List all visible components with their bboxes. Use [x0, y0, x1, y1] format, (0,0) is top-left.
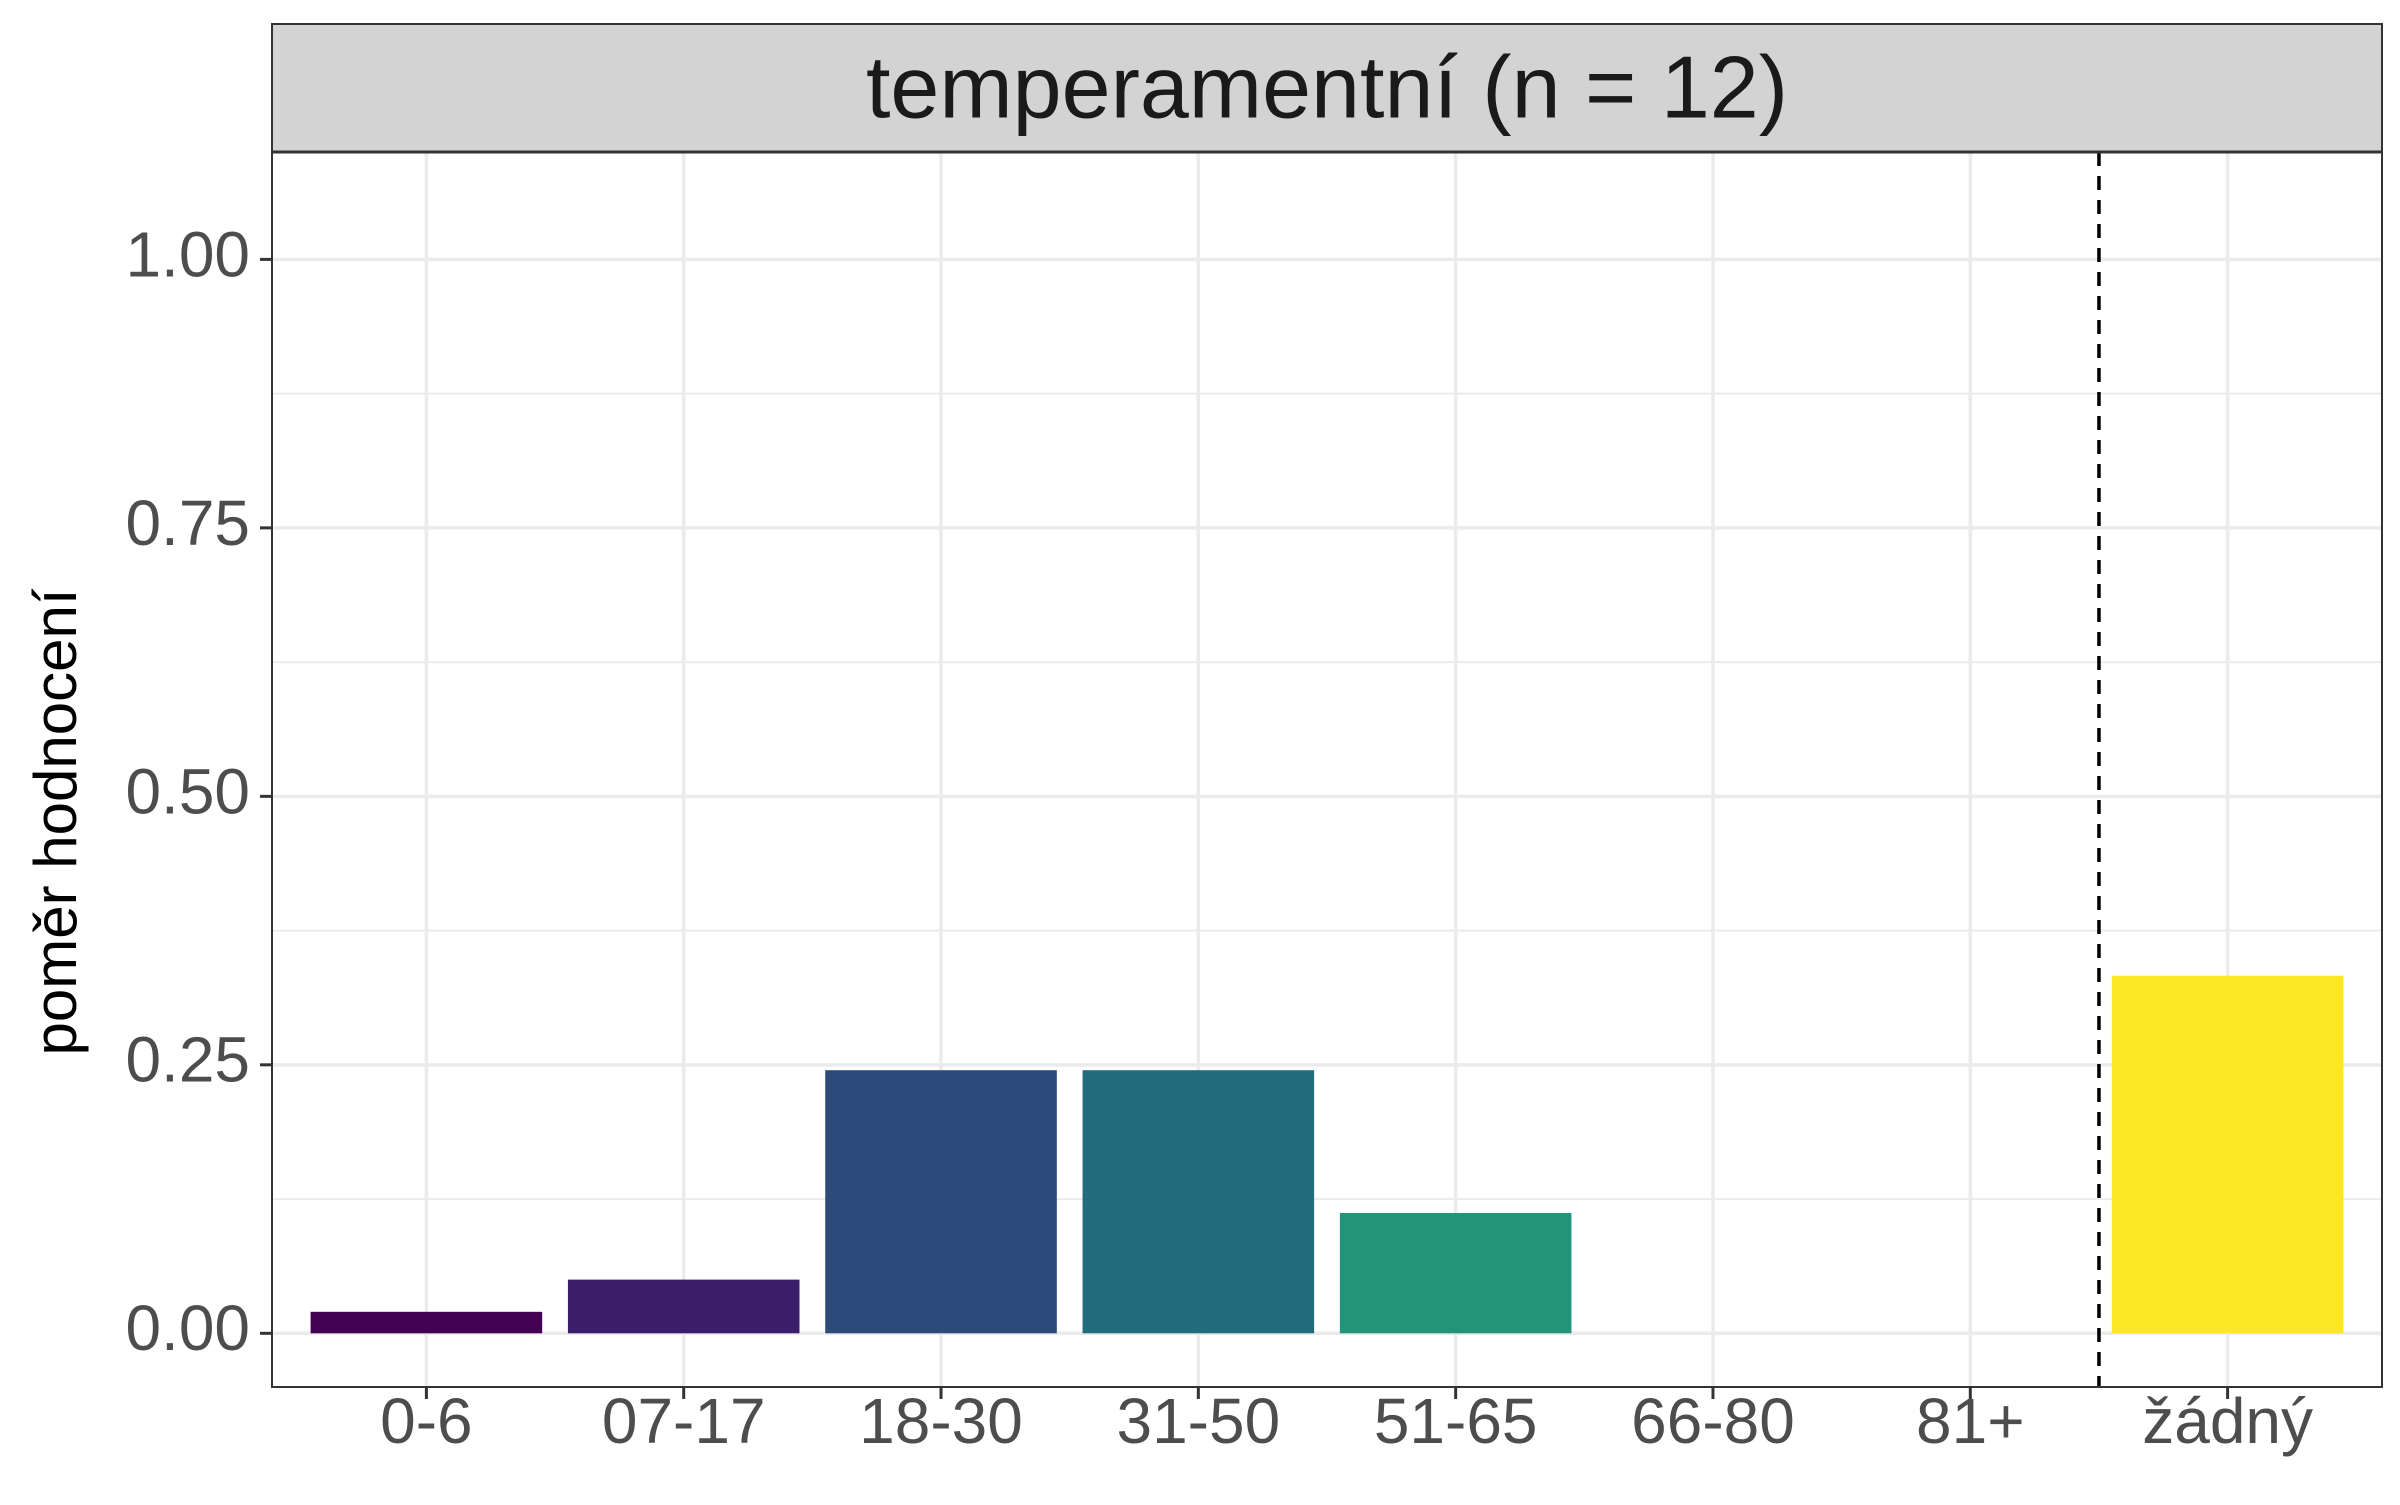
x-tick-label: 81+: [1916, 1385, 2025, 1457]
x-tick-label: 07-17: [602, 1385, 766, 1457]
x-tick-label: žádný: [2142, 1385, 2313, 1457]
y-tick-label: 0.25: [125, 1024, 250, 1096]
y-axis-label: poměr hodnocení: [22, 588, 89, 1055]
bar-18-30: [825, 1070, 1057, 1334]
y-tick-label: 1.00: [125, 218, 250, 290]
x-tick-label: 0-6: [380, 1385, 473, 1457]
y-tick-label: 0.75: [125, 487, 250, 559]
bar-0-6: [310, 1311, 543, 1334]
x-tick-label: 66-80: [1631, 1385, 1795, 1457]
bar-žádný: [2111, 975, 2344, 1334]
bar-31-50: [1082, 1070, 1315, 1334]
bar-layer: [310, 975, 2344, 1334]
y-tick-label: 0.00: [125, 1292, 250, 1364]
x-tick-label: 51-65: [1374, 1385, 1538, 1457]
grid-layer: [272, 152, 2382, 1387]
panel-border: [271, 23, 2383, 1388]
facet-title: temperamentní (n = 12): [866, 37, 1788, 136]
y-tick-label: 0.50: [125, 755, 250, 827]
bar-07-17: [567, 1279, 800, 1334]
x-tick-label: 18-30: [859, 1385, 1023, 1457]
facet-strip: [272, 24, 2382, 152]
axis-layer: 0.00 0.25 0.50 0.75 1.00 0-6 07-17 18-30 31-50 51…: [125, 218, 2313, 1457]
x-tick-label: 31-50: [1116, 1385, 1280, 1457]
bar-51-65: [1339, 1213, 1572, 1334]
